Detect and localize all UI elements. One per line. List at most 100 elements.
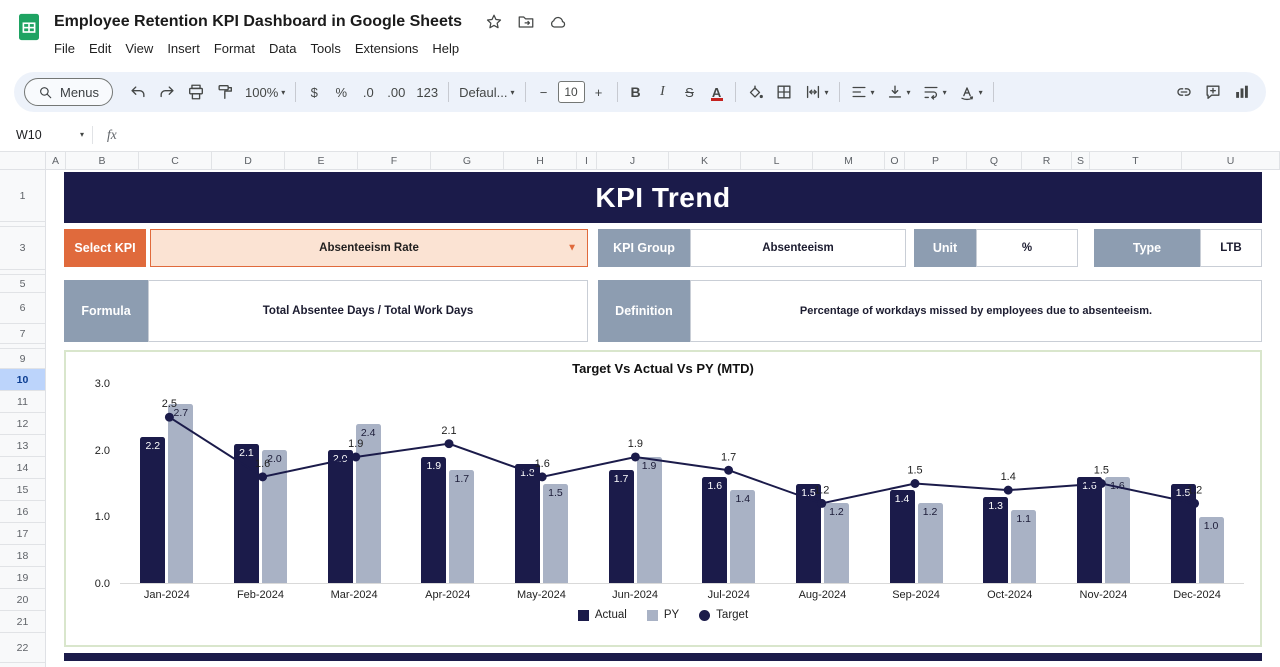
decrease-font-size-button[interactable]: − xyxy=(531,79,557,105)
menu-item-format[interactable]: Format xyxy=(207,38,262,59)
column-header-B[interactable]: B xyxy=(66,152,139,170)
bold-button[interactable]: B xyxy=(623,79,649,105)
increase-decimal-places-button[interactable]: .00 xyxy=(382,79,410,105)
increase-font-size-button[interactable]: + xyxy=(586,79,612,105)
format-as-percent-button[interactable]: % xyxy=(328,79,354,105)
cloud-saved-icon[interactable] xyxy=(548,12,568,32)
menu-item-extensions[interactable]: Extensions xyxy=(348,38,426,59)
row-header-21[interactable]: 21 xyxy=(0,611,45,633)
kpi-dropdown[interactable]: Absenteeism Rate ▼ xyxy=(150,229,588,267)
print-button[interactable] xyxy=(182,79,210,105)
actual-bar: 1.5 xyxy=(796,484,821,584)
formula-input[interactable] xyxy=(131,118,1280,151)
row-header-17[interactable]: 17 xyxy=(0,523,45,545)
format-as-currency-button[interactable]: $ xyxy=(301,79,327,105)
text-wrap-button[interactable]: ▾ xyxy=(917,79,952,105)
row-header-22[interactable]: 22 xyxy=(0,633,45,663)
text-color-button[interactable]: A xyxy=(704,79,730,105)
row-header-3[interactable]: 3 xyxy=(0,227,45,270)
column-header-M[interactable]: M xyxy=(813,152,885,170)
menu-item-help[interactable]: Help xyxy=(425,38,466,59)
italic-button[interactable]: I xyxy=(650,79,676,105)
column-header-U[interactable]: U xyxy=(1182,152,1280,170)
document-title[interactable]: Employee Retention KPI Dashboard in Goog… xyxy=(54,13,462,31)
caret-down-icon: ▾ xyxy=(907,88,911,97)
vertical-align-button[interactable]: ▾ xyxy=(881,79,916,105)
strikethrough-button[interactable]: S xyxy=(677,79,703,105)
paint-format-button[interactable] xyxy=(211,79,239,105)
bar-value-label: 1.6 xyxy=(1097,480,1138,492)
row-header-5[interactable]: 5 xyxy=(0,275,45,293)
chart-container[interactable]: Target Vs Actual Vs PY (MTD) 3.02.01.00.… xyxy=(64,350,1262,647)
valign-icon xyxy=(886,83,904,101)
undo-button[interactable] xyxy=(124,79,152,105)
zoom-button[interactable]: 100%▾ xyxy=(240,79,290,105)
x-axis-label: Jul-2024 xyxy=(682,589,776,601)
insert-link-button[interactable] xyxy=(1170,79,1198,105)
column-header-Q[interactable]: Q xyxy=(967,152,1022,170)
row-header-6[interactable]: 6 xyxy=(0,293,45,324)
column-header-K[interactable]: K xyxy=(669,152,741,170)
column-header-P[interactable]: P xyxy=(905,152,967,170)
row-header-11[interactable]: 11 xyxy=(0,391,45,413)
menu-item-file[interactable]: File xyxy=(47,38,82,59)
column-header-I[interactable]: I xyxy=(577,152,597,170)
menus-button[interactable]: Menus xyxy=(24,78,113,106)
column-header-G[interactable]: G xyxy=(431,152,504,170)
wrap-icon xyxy=(922,83,940,101)
row-header-19[interactable]: 19 xyxy=(0,567,45,589)
redo-button[interactable] xyxy=(153,79,181,105)
row-header-16[interactable]: 16 xyxy=(0,501,45,523)
menu-item-edit[interactable]: Edit xyxy=(82,38,118,59)
column-header-C[interactable]: C xyxy=(139,152,212,170)
fill-color-button[interactable] xyxy=(741,79,769,105)
move-to-folder-icon[interactable] xyxy=(516,12,536,32)
menu-item-insert[interactable]: Insert xyxy=(160,38,207,59)
bar-group: 1.61.6 xyxy=(1057,384,1151,583)
menu-item-view[interactable]: View xyxy=(118,38,160,59)
search-icon xyxy=(38,85,53,100)
row-header-20[interactable]: 20 xyxy=(0,589,45,611)
column-header-F[interactable]: F xyxy=(358,152,431,170)
text-rotation-button[interactable]: ▾ xyxy=(953,79,988,105)
column-header-S[interactable]: S xyxy=(1072,152,1090,170)
row-header-10[interactable]: 10 xyxy=(0,369,45,391)
sheets-logo-icon[interactable] xyxy=(14,12,44,42)
font-family-button[interactable]: Defaul...▾ xyxy=(454,79,519,105)
menu-item-data[interactable]: Data xyxy=(262,38,303,59)
select-all-corner[interactable] xyxy=(0,152,46,170)
merge-cells-button[interactable]: ▾ xyxy=(799,79,834,105)
column-header-L[interactable]: L xyxy=(741,152,813,170)
insert-comment-button[interactable] xyxy=(1199,79,1227,105)
column-header-R[interactable]: R xyxy=(1022,152,1072,170)
row-header-12[interactable]: 12 xyxy=(0,413,45,435)
more-formats-button[interactable]: 123 xyxy=(411,79,443,105)
horizontal-align-button[interactable]: ▾ xyxy=(845,79,880,105)
font-size-button[interactable]: 10 xyxy=(558,81,585,103)
row-header-18[interactable]: 18 xyxy=(0,545,45,567)
row-header-13[interactable]: 13 xyxy=(0,435,45,457)
toolbar-separator xyxy=(295,82,296,102)
row-header-7[interactable]: 7 xyxy=(0,324,45,344)
row-header-9[interactable]: 9 xyxy=(0,349,45,369)
borders-button[interactable] xyxy=(770,79,798,105)
row-header-15[interactable]: 15 xyxy=(0,479,45,501)
column-header-T[interactable]: T xyxy=(1090,152,1182,170)
insert-chart-button[interactable] xyxy=(1228,79,1256,105)
column-header-J[interactable]: J xyxy=(597,152,669,170)
bar-group: 1.81.5 xyxy=(495,384,589,583)
column-header-E[interactable]: E xyxy=(285,152,358,170)
fx-icon: fx xyxy=(107,127,117,143)
column-header-D[interactable]: D xyxy=(212,152,285,170)
row-header-14[interactable]: 14 xyxy=(0,457,45,479)
column-header-A[interactable]: A xyxy=(46,152,66,170)
star-icon[interactable] xyxy=(484,12,504,32)
row-header-1[interactable]: 1 xyxy=(0,170,45,222)
decrease-decimal-places-button[interactable]: .0 xyxy=(355,79,381,105)
type-label: Type xyxy=(1094,229,1200,267)
menu-item-tools[interactable]: Tools xyxy=(303,38,347,59)
name-box[interactable]: W10 ▾ xyxy=(0,118,92,151)
column-header-O[interactable]: O xyxy=(885,152,905,170)
column-header-H[interactable]: H xyxy=(504,152,577,170)
caret-down-icon: ▾ xyxy=(825,88,829,97)
